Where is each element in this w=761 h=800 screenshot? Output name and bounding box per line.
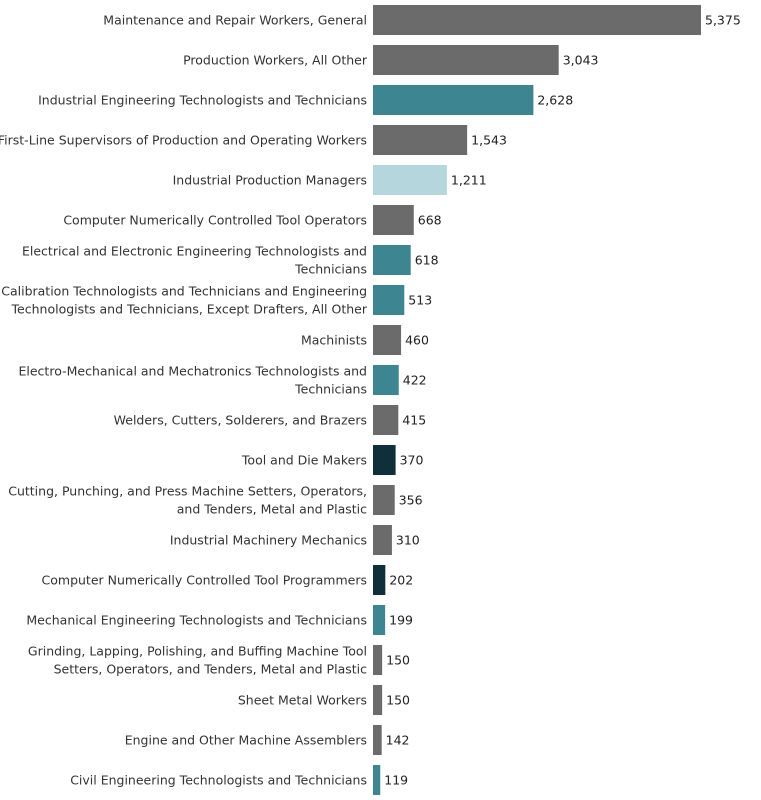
bar[interactable] (373, 565, 386, 595)
bar[interactable] (373, 725, 382, 755)
category-label: Engine and Other Machine Assemblers (125, 733, 367, 748)
value-label: 202 (389, 573, 413, 588)
value-label: 356 (399, 493, 423, 508)
category-label: Setters, Operators, and Tenders, Metal a… (54, 662, 367, 677)
category-label: Civil Engineering Technologists and Tech… (70, 773, 367, 788)
category-label: Electro-Mechanical and Mechatronics Tech… (19, 364, 368, 379)
value-label: 1,543 (471, 133, 507, 148)
category-label: Technicians (294, 262, 367, 277)
value-label: 310 (396, 533, 420, 548)
category-label: Machinists (301, 333, 367, 348)
category-label: Industrial Machinery Mechanics (170, 533, 367, 548)
category-label: Mechanical Engineering Technologists and… (26, 613, 367, 628)
bar[interactable] (373, 765, 381, 795)
category-label: Computer Numerically Controlled Tool Ope… (63, 213, 367, 228)
value-label: 150 (386, 693, 410, 708)
bar[interactable] (373, 45, 559, 75)
bar[interactable] (373, 365, 399, 395)
bar[interactable] (373, 405, 399, 435)
bar[interactable] (373, 5, 701, 35)
value-label: 142 (386, 733, 410, 748)
category-label: Cutting, Punching, and Press Machine Set… (8, 484, 367, 499)
bar[interactable] (373, 285, 405, 315)
bar[interactable] (373, 325, 402, 355)
value-label: 618 (415, 253, 439, 268)
category-label: Tool and Die Makers (241, 453, 367, 468)
category-label: Grinding, Lapping, Polishing, and Buffin… (28, 644, 367, 659)
value-label: 1,211 (451, 173, 487, 188)
category-label: and Tenders, Metal and Plastic (177, 502, 367, 517)
bar[interactable] (373, 645, 383, 675)
category-label: Sheet Metal Workers (238, 693, 367, 708)
bar[interactable] (373, 525, 392, 555)
value-label: 2,628 (537, 93, 573, 108)
bar[interactable] (373, 445, 396, 475)
category-label: Electrical and Electronic Engineering Te… (22, 244, 367, 259)
bar[interactable] (373, 165, 447, 195)
category-label: First-Line Supervisors of Production and… (0, 133, 367, 148)
category-label: Industrial Production Managers (173, 173, 367, 188)
category-label: Production Workers, All Other (183, 53, 368, 68)
category-label: Calibration Technologists and Technician… (1, 284, 367, 299)
bar[interactable] (373, 685, 383, 715)
category-label: Technicians (294, 382, 367, 397)
value-label: 460 (405, 333, 429, 348)
category-label: Industrial Engineering Technologists and… (38, 93, 367, 108)
category-label: Welders, Cutters, Solderers, and Brazers (114, 413, 367, 428)
value-label: 513 (408, 293, 432, 308)
value-label: 3,043 (563, 53, 599, 68)
value-label: 415 (402, 413, 426, 428)
bar[interactable] (373, 85, 534, 115)
bar[interactable] (373, 205, 414, 235)
value-label: 5,375 (705, 13, 741, 28)
value-label: 119 (384, 773, 408, 788)
value-label: 668 (418, 213, 442, 228)
bar[interactable] (373, 485, 395, 515)
bar[interactable] (373, 125, 468, 155)
category-label: Technologists and Technicians, Except Dr… (11, 302, 368, 317)
bar[interactable] (373, 605, 386, 635)
value-label: 422 (403, 373, 427, 388)
value-label: 199 (389, 613, 413, 628)
value-label: 150 (386, 653, 410, 668)
value-label: 370 (400, 453, 424, 468)
category-label: Maintenance and Repair Workers, General (103, 13, 367, 28)
bar[interactable] (373, 245, 411, 275)
category-label: Computer Numerically Controlled Tool Pro… (42, 573, 367, 588)
